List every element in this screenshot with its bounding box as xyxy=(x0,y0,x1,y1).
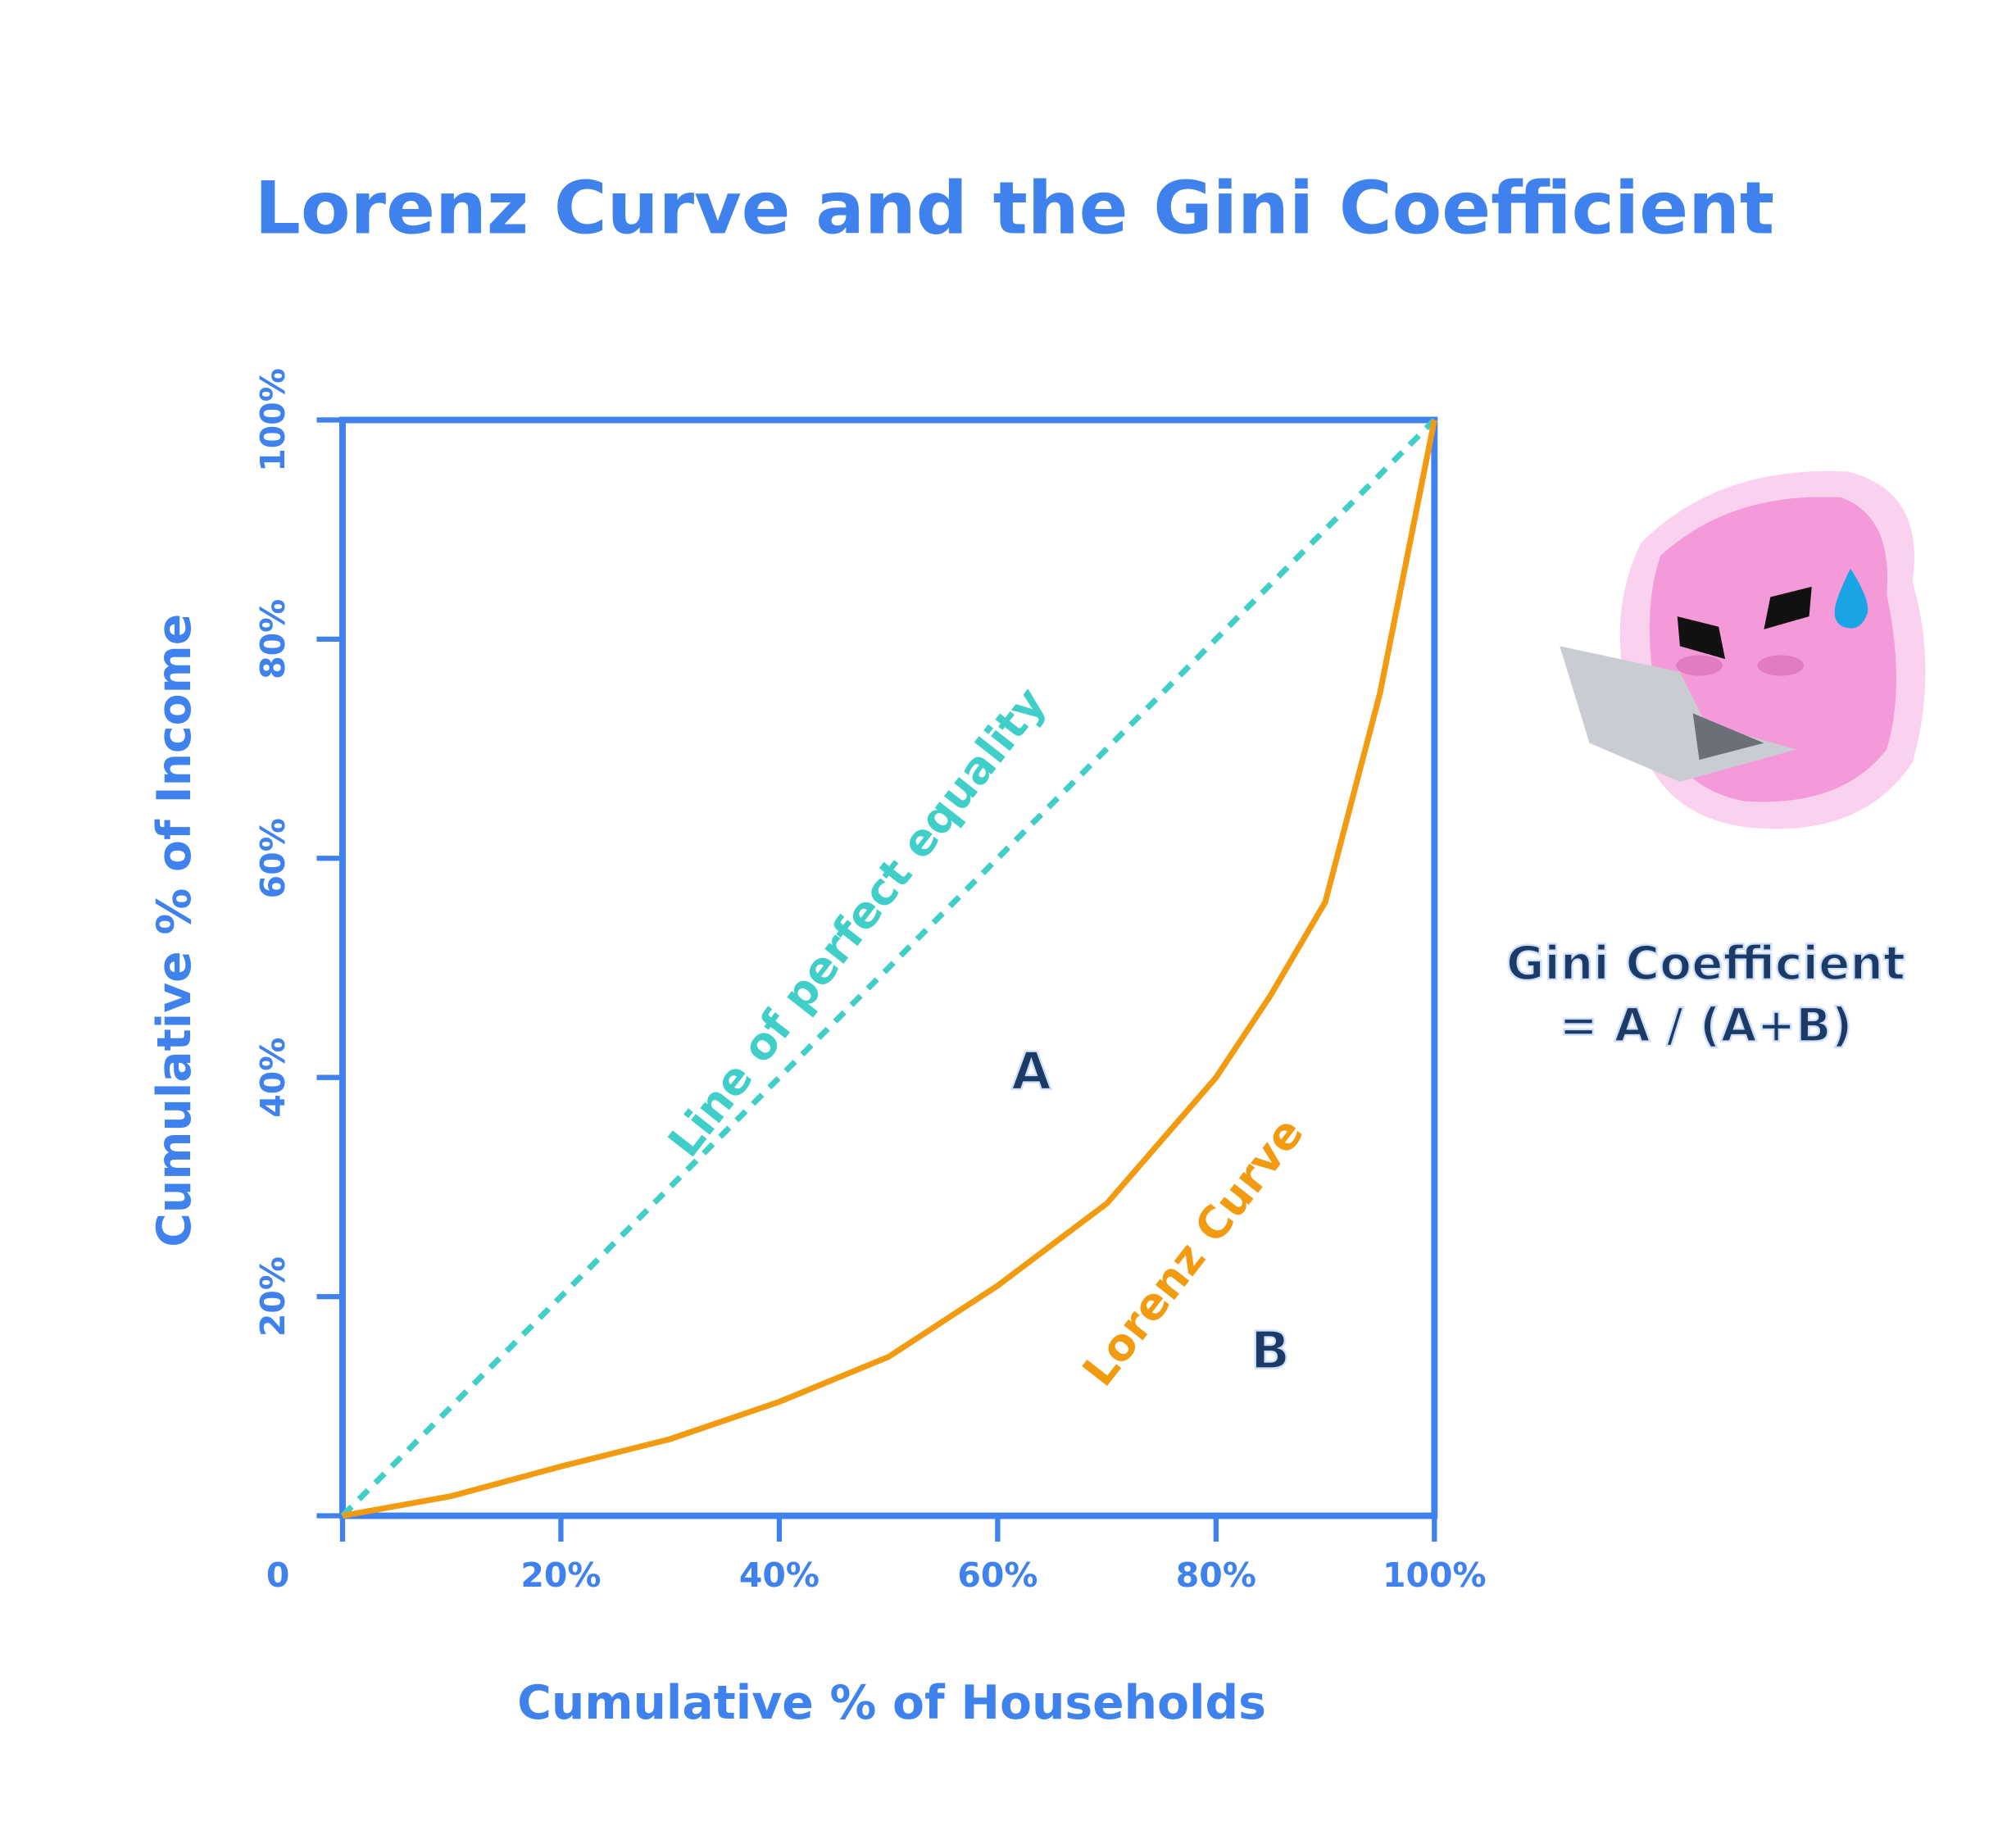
x-tick-label: 60% xyxy=(957,1556,1038,1595)
series-line xyxy=(340,417,1437,1519)
x-tick-label: 20% xyxy=(520,1556,601,1595)
formula-text: = A / (A+B) xyxy=(1559,999,1852,1053)
x-tick-label: 100% xyxy=(1383,1556,1487,1595)
y-tick-label: 20% xyxy=(253,1256,293,1337)
x-tick-label: 80% xyxy=(1176,1556,1256,1595)
mascot xyxy=(1560,470,1926,829)
region-label: B xyxy=(1251,1319,1290,1380)
formula-text: Gini Coefficient xyxy=(1506,937,1905,991)
y-tick-label: 60% xyxy=(253,818,293,898)
chart-title: Lorenz Curve and the Gini Coefficient xyxy=(255,166,1774,251)
x-tick-label: 40% xyxy=(739,1556,820,1595)
series-label: Line of perfect equality xyxy=(658,678,1056,1166)
y-axis-title: Cumulative % of Income xyxy=(148,614,202,1247)
y-tick-label: 100% xyxy=(253,368,293,472)
x-tick-label: 0 xyxy=(266,1556,290,1595)
plot-frame xyxy=(339,416,1438,1519)
series-line xyxy=(342,419,1437,1519)
y-tick-label: 40% xyxy=(253,1038,293,1118)
x-axis-title: Cumulative % of Households xyxy=(517,1676,1266,1730)
region-label: A xyxy=(1011,1041,1051,1101)
y-tick-label: 80% xyxy=(253,599,293,679)
